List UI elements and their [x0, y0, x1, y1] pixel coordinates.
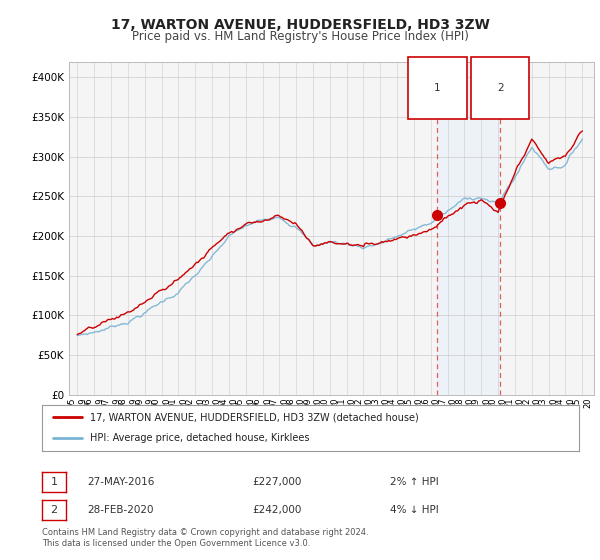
Text: 1: 1 — [434, 83, 440, 94]
Text: 1: 1 — [50, 477, 58, 487]
Text: £242,000: £242,000 — [252, 505, 301, 515]
Bar — [437, 62, 500, 395]
Text: 17, WARTON AVENUE, HUDDERSFIELD, HD3 3ZW: 17, WARTON AVENUE, HUDDERSFIELD, HD3 3ZW — [110, 18, 490, 32]
Text: 28-FEB-2020: 28-FEB-2020 — [87, 505, 154, 515]
Text: 2: 2 — [497, 83, 503, 94]
Text: 2: 2 — [50, 505, 58, 515]
Text: £227,000: £227,000 — [252, 477, 301, 487]
Text: Price paid vs. HM Land Registry's House Price Index (HPI): Price paid vs. HM Land Registry's House … — [131, 30, 469, 43]
Text: 27-MAY-2016: 27-MAY-2016 — [87, 477, 154, 487]
Text: 17, WARTON AVENUE, HUDDERSFIELD, HD3 3ZW (detached house): 17, WARTON AVENUE, HUDDERSFIELD, HD3 3ZW… — [91, 412, 419, 422]
Text: Contains HM Land Registry data © Crown copyright and database right 2024.
This d: Contains HM Land Registry data © Crown c… — [42, 528, 368, 548]
Text: HPI: Average price, detached house, Kirklees: HPI: Average price, detached house, Kirk… — [91, 433, 310, 444]
Text: 2% ↑ HPI: 2% ↑ HPI — [390, 477, 439, 487]
Text: 4% ↓ HPI: 4% ↓ HPI — [390, 505, 439, 515]
